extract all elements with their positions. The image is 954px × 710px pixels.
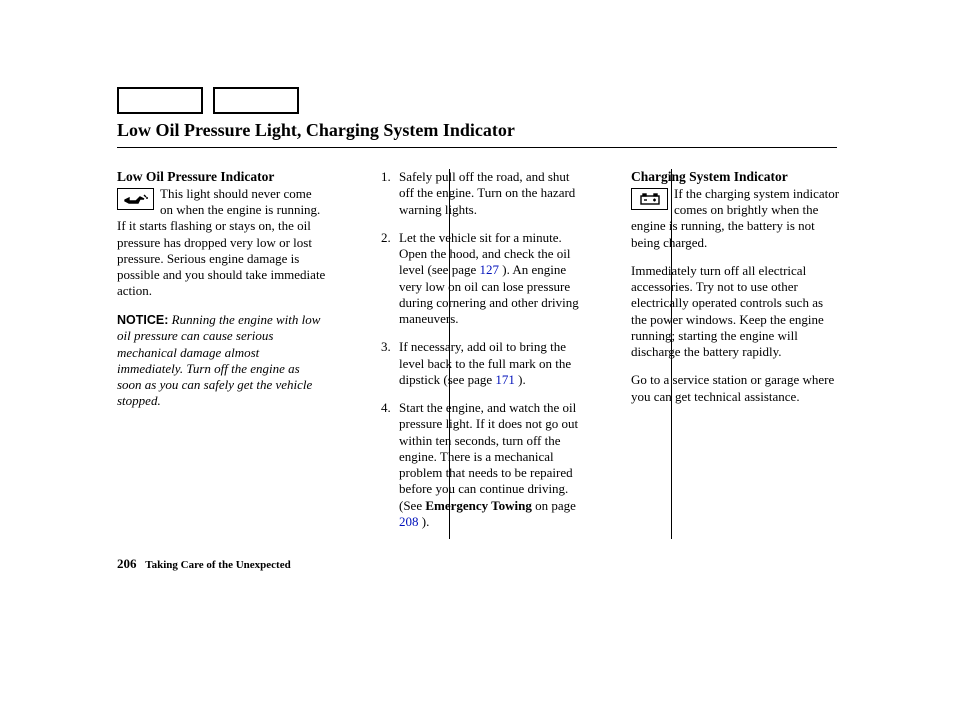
- step-4-c: ).: [419, 514, 430, 529]
- col1-notice: NOTICE: Running the engine with low oil …: [117, 312, 327, 410]
- col3-subhead: Charging System Indicator: [631, 169, 841, 186]
- step-4: Start the engine, and watch the oil pres…: [395, 400, 579, 530]
- page-number: 206: [117, 556, 137, 571]
- step-4-link[interactable]: 208: [399, 514, 419, 529]
- nav-box-row: [117, 87, 299, 114]
- step-3-a: If necessary, add oil to bring the level…: [399, 339, 571, 387]
- step-4-b: on page: [532, 498, 576, 513]
- footer-section: Taking Care of the Unexpected: [145, 559, 290, 571]
- step-4-a: Start the engine, and watch the oil pres…: [399, 400, 578, 513]
- page-footer: 206 Taking Care of the Unexpected: [117, 556, 291, 572]
- column-3: Charging System Indicator: [631, 169, 841, 542]
- step-2-link[interactable]: 127: [479, 262, 499, 277]
- step-2: Let the vehicle sit for a minute. Open t…: [395, 230, 579, 328]
- step-3: If necessary, add oil to bring the level…: [395, 339, 579, 388]
- step-3-b: ).: [515, 372, 526, 387]
- step-1: Safely pull off the road, and shut off t…: [395, 169, 579, 218]
- content-columns: Low Oil Pressure Indicator This light: [117, 169, 841, 542]
- step-1-text: Safely pull off the road, and shut off t…: [399, 169, 575, 217]
- steps-list: Safely pull off the road, and shut off t…: [379, 169, 579, 530]
- column-2: Safely pull off the road, and shut off t…: [379, 169, 579, 542]
- col3-p2: Immediately turn off all electrical acce…: [631, 263, 841, 361]
- col3-p3: Go to a service station or garage where …: [631, 372, 841, 405]
- page-heading: Low Oil Pressure Light, Charging System …: [117, 120, 837, 148]
- col1-subhead: Low Oil Pressure Indicator: [117, 169, 327, 186]
- oil-can-icon: [117, 188, 154, 210]
- notice-label: NOTICE:: [117, 313, 168, 327]
- col3-p1-block: If the charging system indicator comes o…: [631, 186, 841, 251]
- step-3-link[interactable]: 171: [495, 372, 515, 387]
- nav-box-2[interactable]: [213, 87, 299, 114]
- col1-body-block: This light should never come on when the…: [117, 186, 327, 300]
- nav-box-1[interactable]: [117, 87, 203, 114]
- manual-page: Low Oil Pressure Light, Charging System …: [0, 0, 954, 710]
- step-4-bold: Emergency Towing: [425, 498, 532, 513]
- battery-icon: [631, 188, 668, 210]
- column-1: Low Oil Pressure Indicator This light: [117, 169, 327, 542]
